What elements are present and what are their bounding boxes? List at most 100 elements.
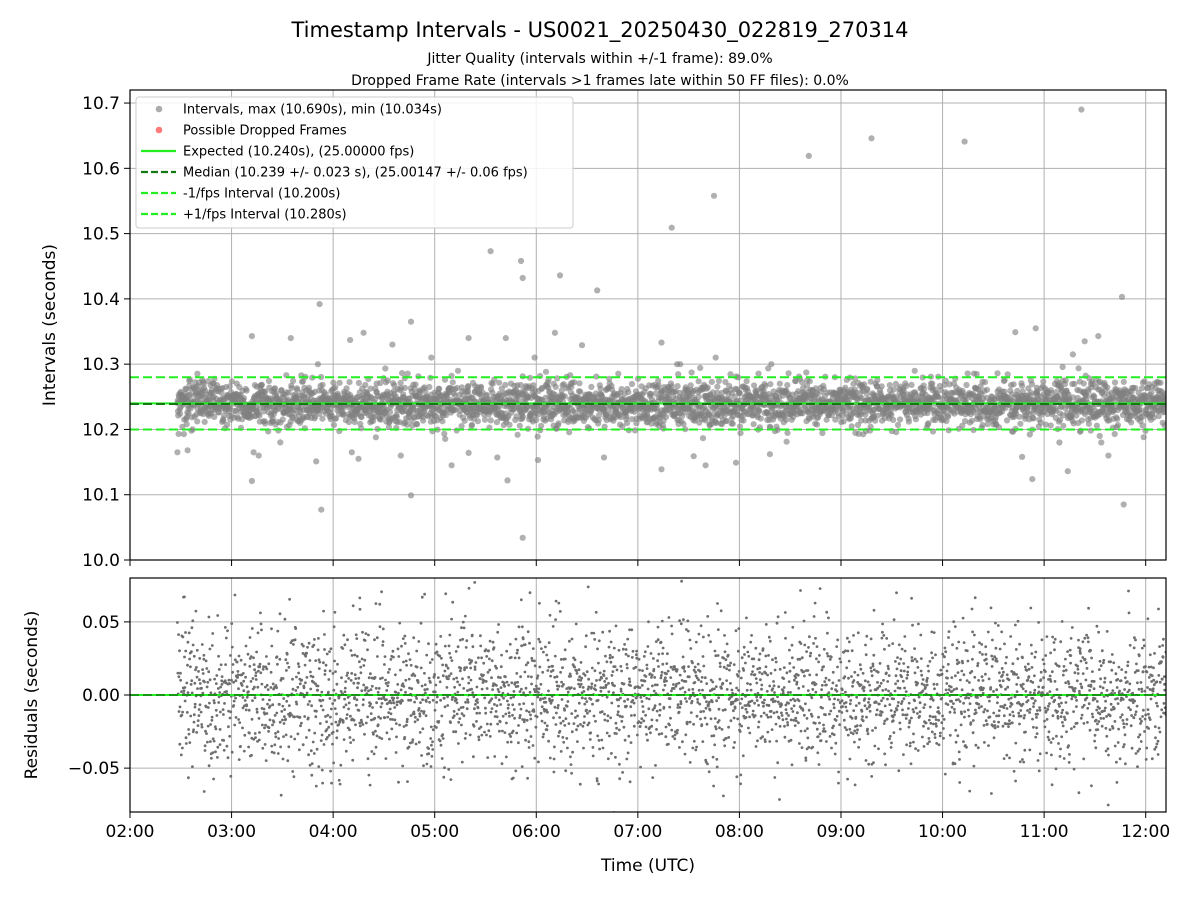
residual-point xyxy=(190,650,193,653)
interval-point xyxy=(1060,364,1066,370)
residual-point xyxy=(215,674,218,677)
residual-point xyxy=(540,712,543,715)
residual-point xyxy=(450,618,453,621)
interval-outlier-point xyxy=(249,333,255,339)
residual-point xyxy=(384,655,387,658)
residual-point xyxy=(349,736,352,739)
residual-point xyxy=(490,711,493,714)
interval-outlier-point xyxy=(520,275,526,281)
interval-outlier-point xyxy=(1070,351,1076,357)
residual-point xyxy=(241,684,244,687)
residual-point xyxy=(334,670,337,673)
residual-point xyxy=(403,736,406,739)
residual-point xyxy=(256,711,259,714)
residual-point xyxy=(290,735,293,738)
interval-point xyxy=(194,418,200,424)
legend-marker-dot xyxy=(156,106,163,113)
interval-outlier-point xyxy=(1121,501,1127,507)
residual-point xyxy=(459,667,462,670)
interval-point xyxy=(426,384,432,390)
intervals-y-tick-label: 10.1 xyxy=(82,486,120,506)
residual-point xyxy=(253,663,256,666)
residual-point xyxy=(229,775,232,778)
residual-point xyxy=(446,686,449,689)
residual-point xyxy=(308,642,311,645)
residual-point xyxy=(359,608,362,611)
residual-point xyxy=(533,710,536,713)
residual-point xyxy=(262,668,265,671)
interval-outlier-point xyxy=(347,337,353,343)
residual-point xyxy=(344,643,347,646)
residual-point xyxy=(569,755,572,758)
residual-point xyxy=(329,716,332,719)
residual-point xyxy=(237,718,240,721)
residual-point xyxy=(365,632,368,635)
residual-point xyxy=(546,724,549,727)
residual-point xyxy=(456,713,459,716)
interval-point xyxy=(1115,422,1121,428)
residual-point xyxy=(522,638,525,641)
residual-point xyxy=(504,713,507,716)
residual-point xyxy=(248,709,251,712)
residual-point xyxy=(564,769,567,772)
residual-point xyxy=(206,741,209,744)
residual-point xyxy=(274,735,277,738)
interval-outlier-point xyxy=(251,449,257,455)
residual-point xyxy=(357,677,360,680)
residual-point xyxy=(465,639,468,642)
residual-point xyxy=(314,715,317,718)
interval-point xyxy=(895,422,901,428)
residual-point xyxy=(284,718,287,721)
residual-point xyxy=(434,691,437,694)
residual-point xyxy=(275,686,278,689)
residual-point xyxy=(454,730,457,733)
residual-point xyxy=(246,696,249,699)
residual-point xyxy=(569,673,572,676)
residual-point xyxy=(536,715,539,718)
residual-point xyxy=(474,666,477,669)
residual-point xyxy=(255,671,258,674)
residual-point xyxy=(463,714,466,717)
residual-point xyxy=(248,732,251,735)
residual-point xyxy=(570,772,573,775)
interval-point xyxy=(629,381,635,387)
residual-point xyxy=(227,725,230,728)
residual-point xyxy=(448,634,451,637)
residual-point xyxy=(496,715,499,718)
residual-point xyxy=(344,680,347,683)
residual-point xyxy=(581,697,584,700)
residual-point xyxy=(446,704,449,707)
residual-point xyxy=(380,590,383,593)
residual-point xyxy=(307,753,310,756)
interval-point xyxy=(1063,377,1069,383)
residual-point xyxy=(236,676,239,679)
residual-point xyxy=(410,687,413,690)
interval-point xyxy=(714,384,720,390)
residual-point xyxy=(503,682,506,685)
residual-point xyxy=(476,698,479,701)
interval-outlier-point xyxy=(518,258,524,264)
residual-point xyxy=(448,675,451,678)
interval-point xyxy=(482,417,488,423)
interval-point xyxy=(454,427,460,433)
residual-point xyxy=(310,774,313,777)
residual-point xyxy=(232,663,235,666)
residual-point xyxy=(469,734,472,737)
residual-point xyxy=(472,645,475,648)
residual-point xyxy=(329,770,332,773)
residual-point xyxy=(507,684,510,687)
residual-point xyxy=(406,718,409,721)
residual-point xyxy=(517,685,520,688)
interval-point xyxy=(241,395,247,401)
interval-point xyxy=(202,419,208,425)
residual-point xyxy=(504,675,507,678)
residual-point xyxy=(520,688,523,691)
residual-point xyxy=(345,750,348,753)
residual-point xyxy=(203,654,206,657)
residual-point xyxy=(306,692,309,695)
residual-point xyxy=(326,736,329,739)
residual-point xyxy=(257,632,260,635)
residual-point xyxy=(213,699,216,702)
interval-point xyxy=(244,388,250,394)
residual-point xyxy=(539,697,542,700)
